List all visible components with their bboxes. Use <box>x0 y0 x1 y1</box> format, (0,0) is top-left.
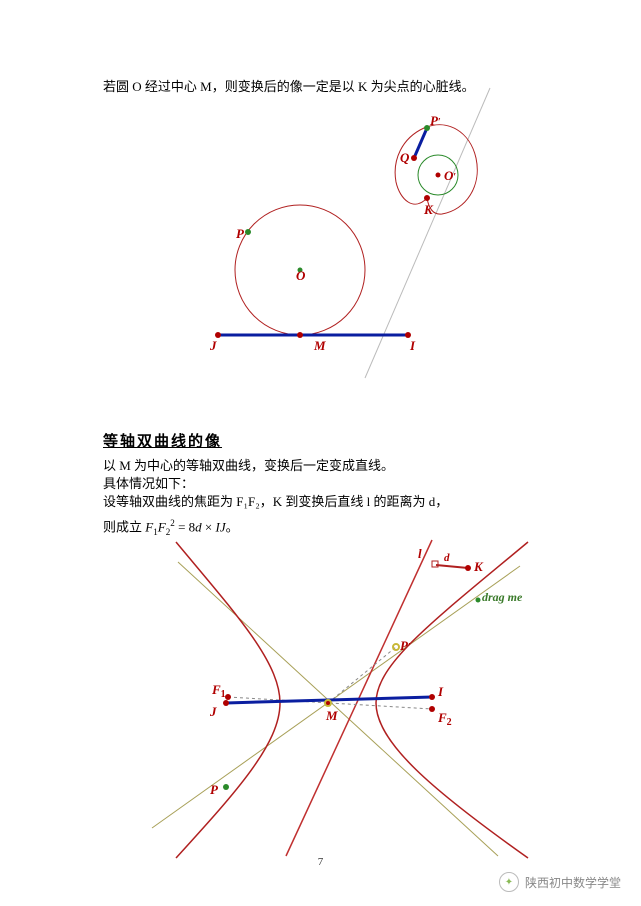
svg-text:P: P <box>210 782 219 797</box>
svg-text:drag me: drag me <box>482 590 523 604</box>
svg-text:I: I <box>437 684 444 699</box>
svg-text:l: l <box>418 546 422 561</box>
svg-text:d: d <box>444 552 450 564</box>
watermark-text: 陕西初中数学学堂 <box>525 874 621 891</box>
watermark: ✦ 陕西初中数学学堂 <box>499 872 621 892</box>
svg-text:F2: F2 <box>437 710 452 728</box>
svg-text:F1: F1 <box>211 682 226 700</box>
figure-hyperbola: l d K drag me P′ F1 I J M F2 P <box>0 0 641 870</box>
svg-text:M: M <box>325 708 338 723</box>
page-number: 7 <box>0 856 641 868</box>
svg-text:P′: P′ <box>400 638 411 653</box>
svg-text:K: K <box>473 559 484 574</box>
svg-text:J: J <box>209 704 217 719</box>
wechat-icon: ✦ <box>499 872 519 892</box>
